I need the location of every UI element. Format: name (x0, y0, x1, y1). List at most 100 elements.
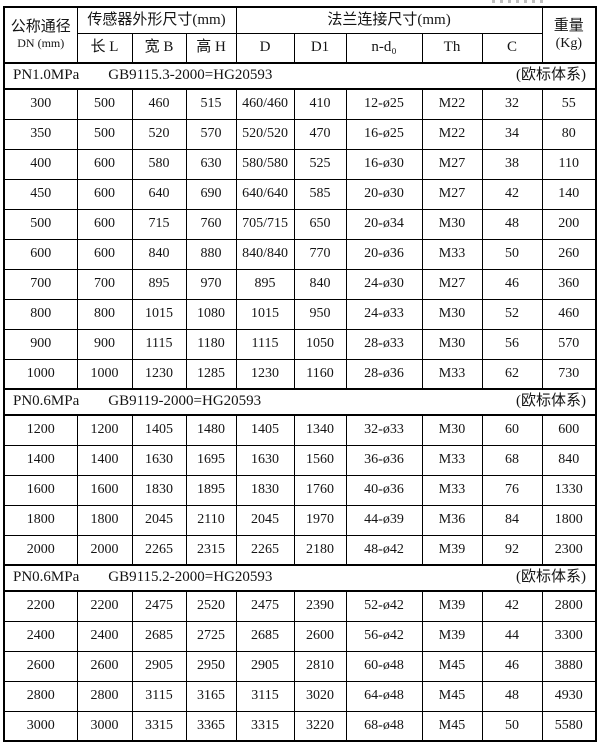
cell-d1: 2390 (293, 590, 347, 622)
cell-d: 1630 (235, 444, 295, 476)
cell-d1: 585 (293, 178, 347, 210)
subheader-length-l: 长 L (76, 32, 133, 64)
cell-n-d0: 56-ø42 (345, 620, 423, 652)
cell-height-h: 1080 (185, 298, 237, 330)
section-row: PN0.6MPa GB9115.2-2000=HG20593 (欧标体系) (3, 564, 597, 592)
cell-weight: 55 (541, 88, 597, 120)
cell-width-b: 1115 (131, 328, 187, 360)
cell-d: 460/460 (235, 88, 295, 120)
cell-weight: 260 (541, 238, 597, 270)
cell-d: 3115 (235, 680, 295, 712)
table-row: 300 500 460 515 460/460 410 12-ø25 M22 32 55 (3, 88, 597, 120)
section-cell: PN0.6MPa GB9119-2000=HG20593 (欧标体系) (3, 388, 597, 416)
cell-c: 42 (481, 590, 543, 622)
cell-height-h: 2110 (185, 504, 237, 536)
cell-d: 2475 (235, 590, 295, 622)
subheader-th: Th (421, 32, 483, 64)
cell-width-b: 1230 (131, 358, 187, 390)
cell-height-h: 3365 (185, 710, 237, 742)
table-row: 2800 2800 3115 3165 3115 3020 64-ø48 M45 48 4930 (3, 680, 597, 712)
cell-length-l: 800 (76, 298, 133, 330)
cell-n-d0: 48-ø42 (345, 534, 423, 566)
cell-dn: 2800 (3, 680, 78, 712)
section-row: PN0.6MPa GB9119-2000=HG20593 (欧标体系) (3, 388, 597, 416)
cell-th: M30 (421, 208, 483, 240)
column-group-sensor-dimensions: 传感器外形尺寸(mm) (76, 6, 237, 34)
cell-th: M30 (421, 328, 483, 360)
cell-width-b: 1015 (131, 298, 187, 330)
cell-d: 640/640 (235, 178, 295, 210)
cell-width-b: 895 (131, 268, 187, 300)
cell-width-b: 840 (131, 238, 187, 270)
subheader-d1: D1 (293, 32, 347, 64)
cell-length-l: 1800 (76, 504, 133, 536)
section-pressure: PN1.0MPa (13, 67, 80, 84)
cell-width-b: 2265 (131, 534, 187, 566)
dimension-table: 公称通径 DN (mm) 传感器外形尺寸(mm) 法兰连接尺寸(mm) 重量 (… (3, 6, 598, 742)
cell-th: M22 (421, 88, 483, 120)
cell-d: 2905 (235, 650, 295, 682)
scan-artifact (492, 0, 544, 3)
cell-width-b: 580 (131, 148, 187, 180)
cell-length-l: 2400 (76, 620, 133, 652)
cell-height-h: 2725 (185, 620, 237, 652)
table-row: 800 800 1015 1080 1015 950 24-ø33 M30 52 460 (3, 298, 597, 330)
cell-length-l: 500 (76, 118, 133, 150)
subheader-height-h: 高 H (185, 32, 237, 64)
cell-d: 705/715 (235, 208, 295, 240)
cell-d: 1015 (235, 298, 295, 330)
table-row: 2000 2000 2265 2315 2265 2180 48-ø42 M39 92 2300 (3, 534, 597, 566)
table-row: 1600 1600 1830 1895 1830 1760 40-ø36 M33 76 1330 (3, 474, 597, 506)
cell-d1: 1340 (293, 414, 347, 446)
section-pressure: PN0.6MPa (13, 569, 80, 586)
column-group-flange-dimensions: 法兰连接尺寸(mm) (235, 6, 543, 34)
weight-header-title: 重量 (553, 18, 584, 35)
cell-dn: 2600 (3, 650, 78, 682)
cell-n-d0: 60-ø48 (345, 650, 423, 682)
cell-d: 840/840 (235, 238, 295, 270)
cell-height-h: 1285 (185, 358, 237, 390)
cell-height-h: 690 (185, 178, 237, 210)
cell-weight: 80 (541, 118, 597, 150)
subheader-n-d0: n-d₀ (345, 32, 423, 64)
table-header: 公称通径 DN (mm) 传感器外形尺寸(mm) 法兰连接尺寸(mm) 重量 (… (3, 6, 597, 64)
weight-header-unit: (Kg) (555, 35, 583, 51)
cell-weight: 2800 (541, 590, 597, 622)
cell-c: 38 (481, 148, 543, 180)
cell-weight: 140 (541, 178, 597, 210)
cell-c: 62 (481, 358, 543, 390)
table-row: 500 600 715 760 705/715 650 20-ø34 M30 48 200 (3, 208, 597, 240)
cell-weight: 3300 (541, 620, 597, 652)
cell-th: M39 (421, 534, 483, 566)
section-note: (欧标体系) (516, 67, 587, 84)
cell-d1: 3020 (293, 680, 347, 712)
table-row: 2600 2600 2905 2950 2905 2810 60-ø48 M45 46 3880 (3, 650, 597, 682)
cell-length-l: 600 (76, 178, 133, 210)
cell-dn: 2400 (3, 620, 78, 652)
cell-dn: 300 (3, 88, 78, 120)
cell-length-l: 700 (76, 268, 133, 300)
dn-header-title: 公称通径 (10, 19, 71, 36)
cell-length-l: 900 (76, 328, 133, 360)
section-note: (欧标体系) (516, 569, 587, 586)
section-standard: GB9115.3-2000=HG20593 (108, 67, 273, 84)
cell-d1: 950 (293, 298, 347, 330)
cell-d1: 2180 (293, 534, 347, 566)
cell-th: M27 (421, 178, 483, 210)
cell-dn: 700 (3, 268, 78, 300)
cell-width-b: 715 (131, 208, 187, 240)
cell-d: 580/580 (235, 148, 295, 180)
cell-c: 76 (481, 474, 543, 506)
cell-dn: 1200 (3, 414, 78, 446)
cell-c: 32 (481, 88, 543, 120)
cell-th: M33 (421, 358, 483, 390)
cell-th: M30 (421, 414, 483, 446)
cell-th: M33 (421, 474, 483, 506)
section-note: (欧标体系) (516, 393, 587, 410)
cell-weight: 5580 (541, 710, 597, 742)
table-row: 1000 1000 1230 1285 1230 1160 28-ø36 M33 62 730 (3, 358, 597, 390)
section-standard: GB9119-2000=HG20593 (108, 393, 262, 410)
cell-width-b: 520 (131, 118, 187, 150)
table-row: 2400 2400 2685 2725 2685 2600 56-ø42 M39 44 3300 (3, 620, 597, 652)
cell-length-l: 1200 (76, 414, 133, 446)
